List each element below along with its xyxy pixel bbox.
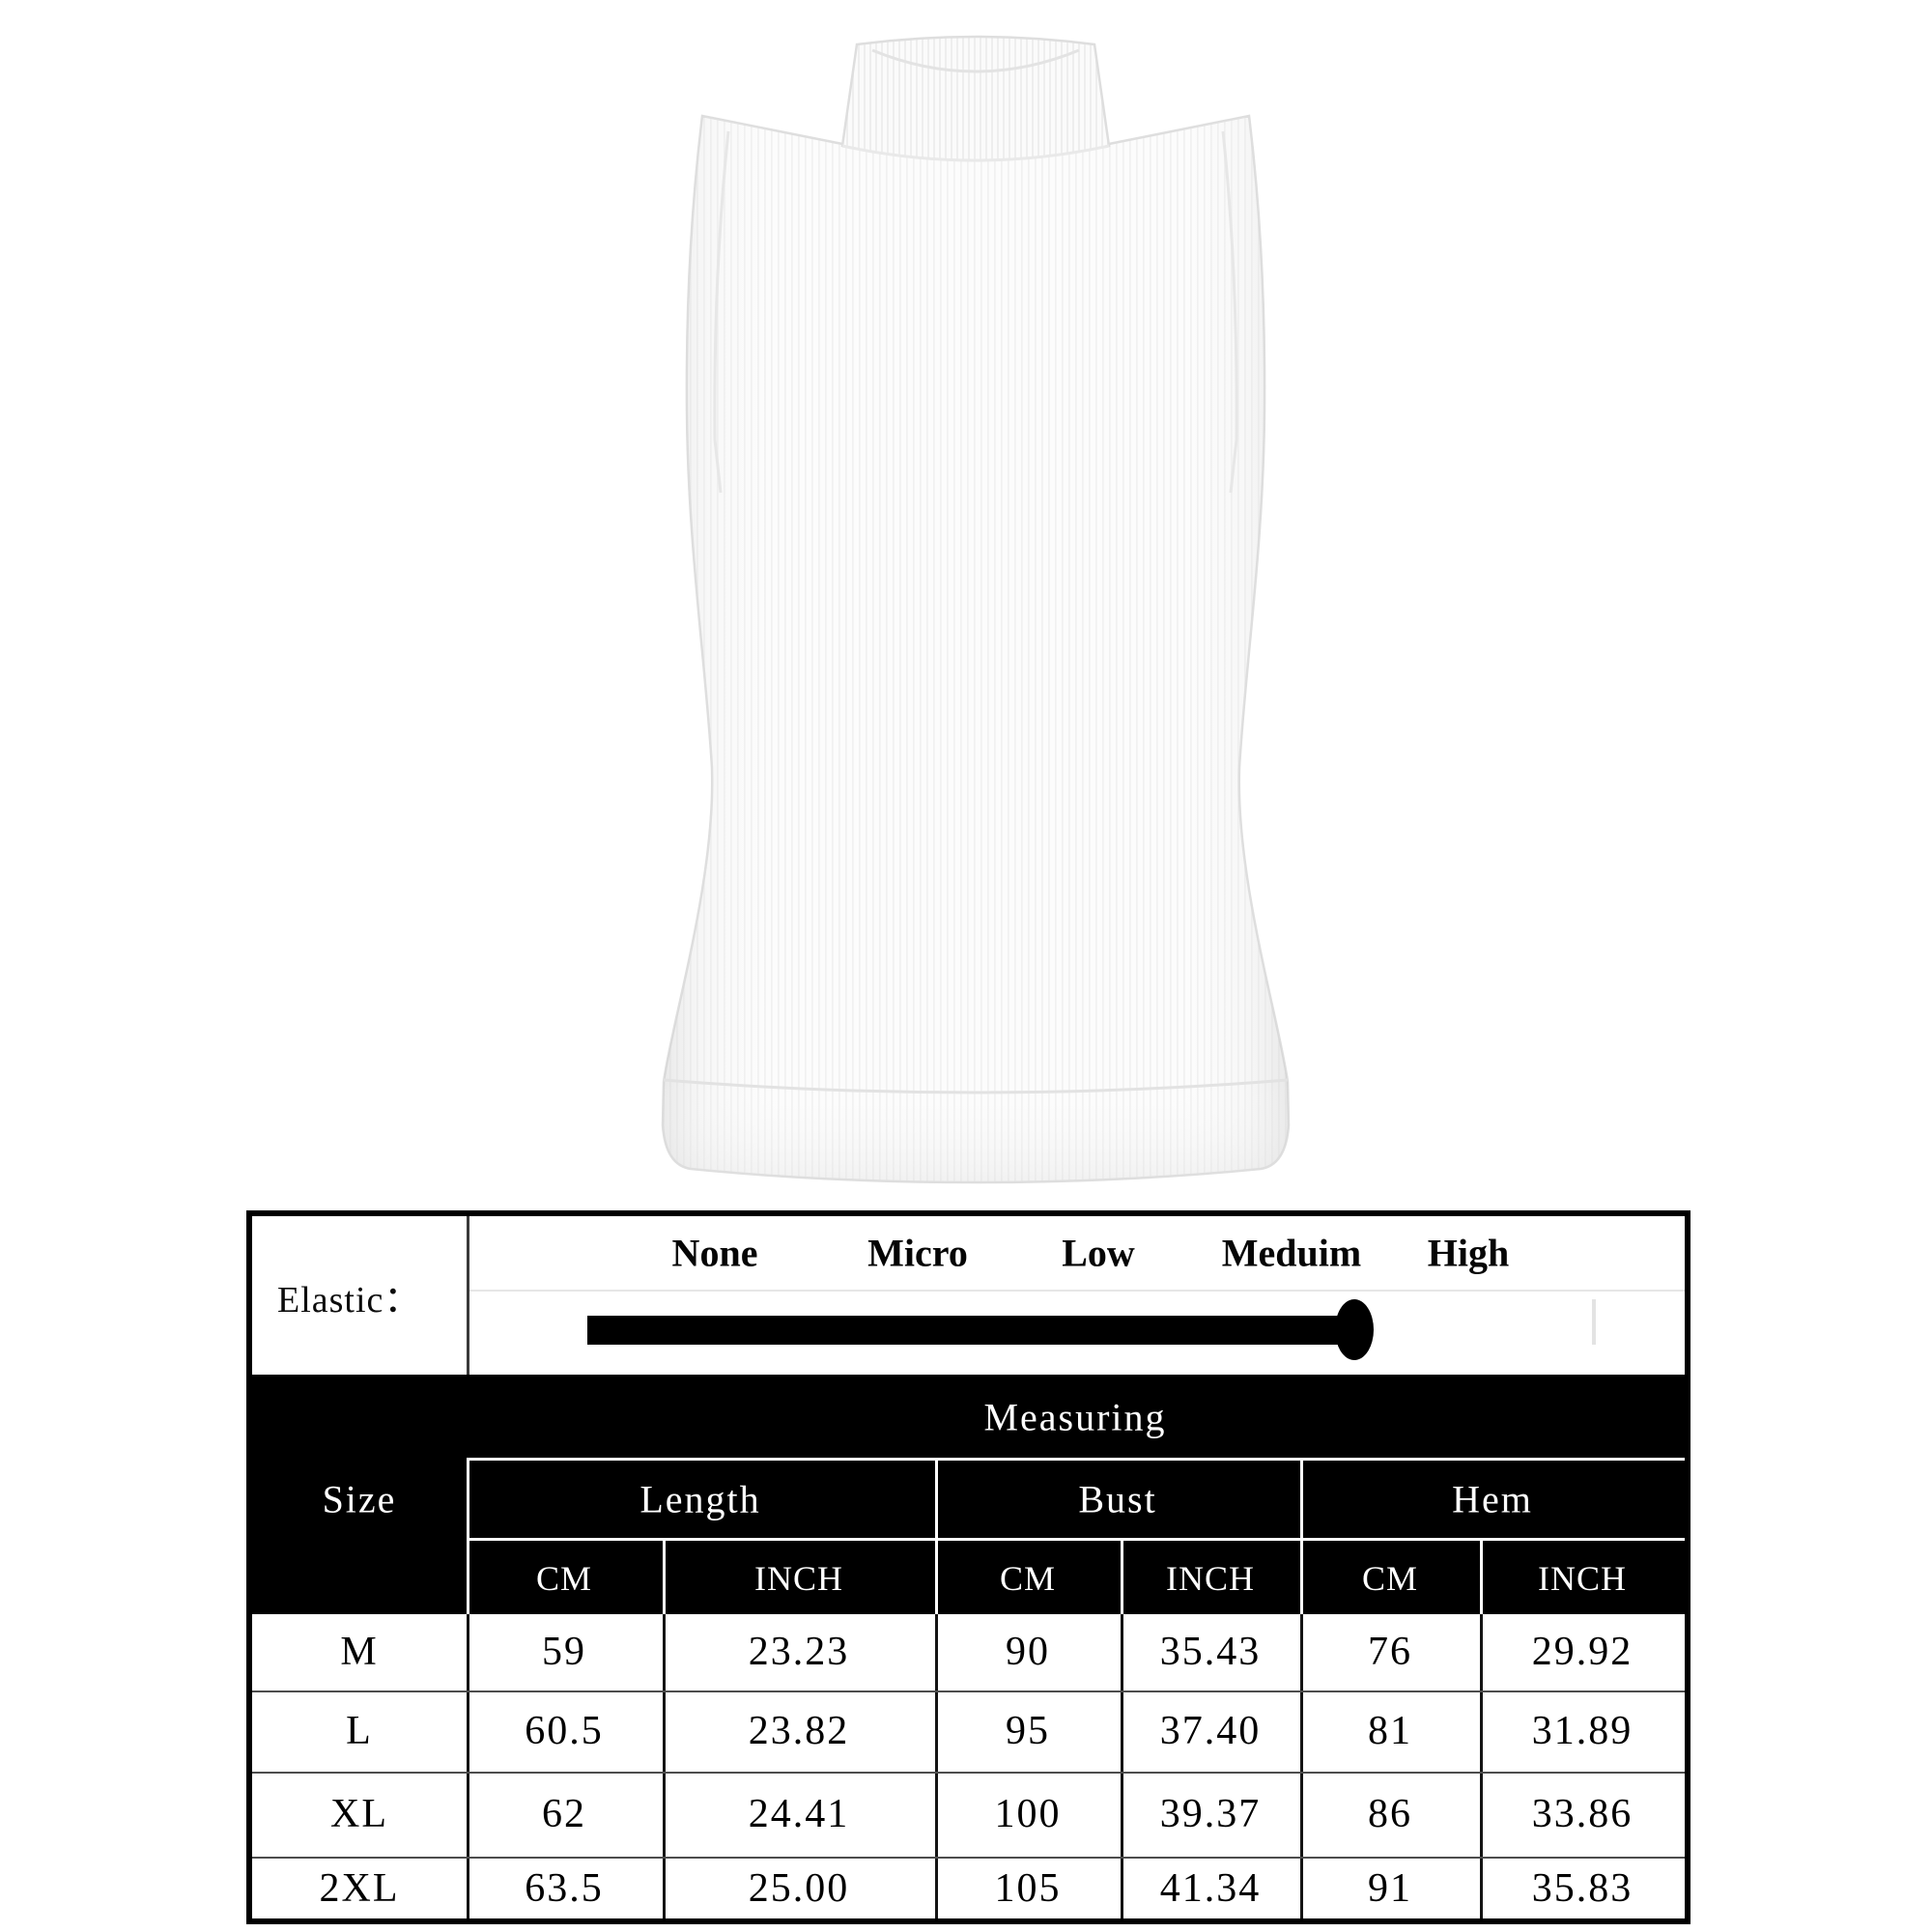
unit-length-cm: CM xyxy=(535,1559,593,1598)
l-length-inch: 23.82 xyxy=(748,1709,850,1753)
l-bust-cm: 95 xyxy=(1006,1709,1050,1753)
slider-fill-bar xyxy=(587,1316,1354,1345)
xl-bust-cm: 100 xyxy=(994,1792,1062,1836)
garment-body xyxy=(661,114,1291,1184)
elastic-row: Elastic： None Micro Low Meduim High xyxy=(252,1216,1685,1375)
l-length-cm: 60.5 xyxy=(525,1709,604,1753)
armhole-seam-left xyxy=(713,130,730,494)
slider-thumb xyxy=(1335,1299,1374,1360)
m-bust-inch: 35.43 xyxy=(1159,1630,1262,1674)
unit-length-inch: INCH xyxy=(754,1559,843,1598)
unit-bust-inch: INCH xyxy=(1166,1559,1255,1598)
elastic-label: Elastic： xyxy=(277,1279,422,1321)
table-header: Measuring Size Length Bust Hem CM INCH C… xyxy=(252,1375,1685,1614)
unit-hem-cm: CM xyxy=(1361,1559,1419,1598)
2xl-bust-cm: 105 xyxy=(994,1866,1062,1911)
group-bust: Bust xyxy=(1078,1477,1157,1521)
group-length: Length xyxy=(639,1477,761,1521)
slider-track-end xyxy=(1592,1299,1596,1345)
l-hem-inch: 31.89 xyxy=(1531,1709,1634,1753)
2xl-bust-inch: 41.34 xyxy=(1159,1866,1262,1911)
elastic-level-micro: Micro xyxy=(867,1231,968,1275)
product-photo xyxy=(661,35,1291,1184)
size-rows: M 59 23.23 90 35.43 76 29.92 L 60.5 23.8… xyxy=(252,1614,1685,1918)
elastic-label-cell: Elastic： xyxy=(252,1216,467,1375)
measuring-title: Measuring xyxy=(983,1395,1167,1439)
m-length-inch: 23.23 xyxy=(748,1630,850,1674)
size-header: Size xyxy=(322,1477,397,1521)
l-bust-inch: 37.40 xyxy=(1159,1709,1262,1753)
unit-hem-inch: INCH xyxy=(1538,1559,1627,1598)
group-hem: Hem xyxy=(1452,1477,1533,1521)
xl-bust-inch: 39.37 xyxy=(1159,1792,1262,1836)
l-hem-cm: 81 xyxy=(1368,1709,1412,1753)
2xl-hem-inch: 35.83 xyxy=(1531,1866,1634,1911)
size-elastic-table: Elastic： None Micro Low Meduim High xyxy=(246,1210,1690,1924)
elastic-level-none: None xyxy=(671,1231,758,1275)
m-hem-cm: 76 xyxy=(1368,1630,1412,1674)
elastic-slider xyxy=(469,1292,1685,1375)
garment-collar xyxy=(840,35,1111,162)
size-m: M xyxy=(340,1630,379,1674)
2xl-length-cm: 63.5 xyxy=(525,1866,604,1911)
xl-hem-inch: 33.86 xyxy=(1531,1792,1634,1836)
xl-hem-cm: 86 xyxy=(1368,1792,1412,1836)
elastic-level-high: High xyxy=(1427,1231,1510,1275)
elastic-level-low: Low xyxy=(1062,1231,1135,1275)
xl-length-cm: 62 xyxy=(542,1792,586,1836)
unit-bust-cm: CM xyxy=(999,1559,1057,1598)
elastic-level-labels: None Micro Low Meduim High xyxy=(469,1216,1685,1292)
size-xl: XL xyxy=(330,1792,388,1836)
m-length-cm: 59 xyxy=(542,1630,586,1674)
size-2xl: 2XL xyxy=(319,1866,400,1911)
collar-inner-rim xyxy=(871,48,1080,73)
size-l: L xyxy=(346,1709,373,1753)
2xl-length-inch: 25.00 xyxy=(748,1866,850,1911)
m-bust-cm: 90 xyxy=(1006,1630,1050,1674)
elastic-cell-divider xyxy=(467,1216,469,1375)
armhole-seam-right xyxy=(1221,130,1238,494)
collar-base-seam xyxy=(841,144,1110,162)
2xl-hem-cm: 91 xyxy=(1368,1866,1412,1911)
elastic-level-meduim: Meduim xyxy=(1221,1231,1362,1275)
m-hem-inch: 29.92 xyxy=(1531,1630,1634,1674)
elastic-scale: None Micro Low Meduim High xyxy=(469,1216,1685,1375)
xl-length-inch: 24.41 xyxy=(748,1792,850,1836)
